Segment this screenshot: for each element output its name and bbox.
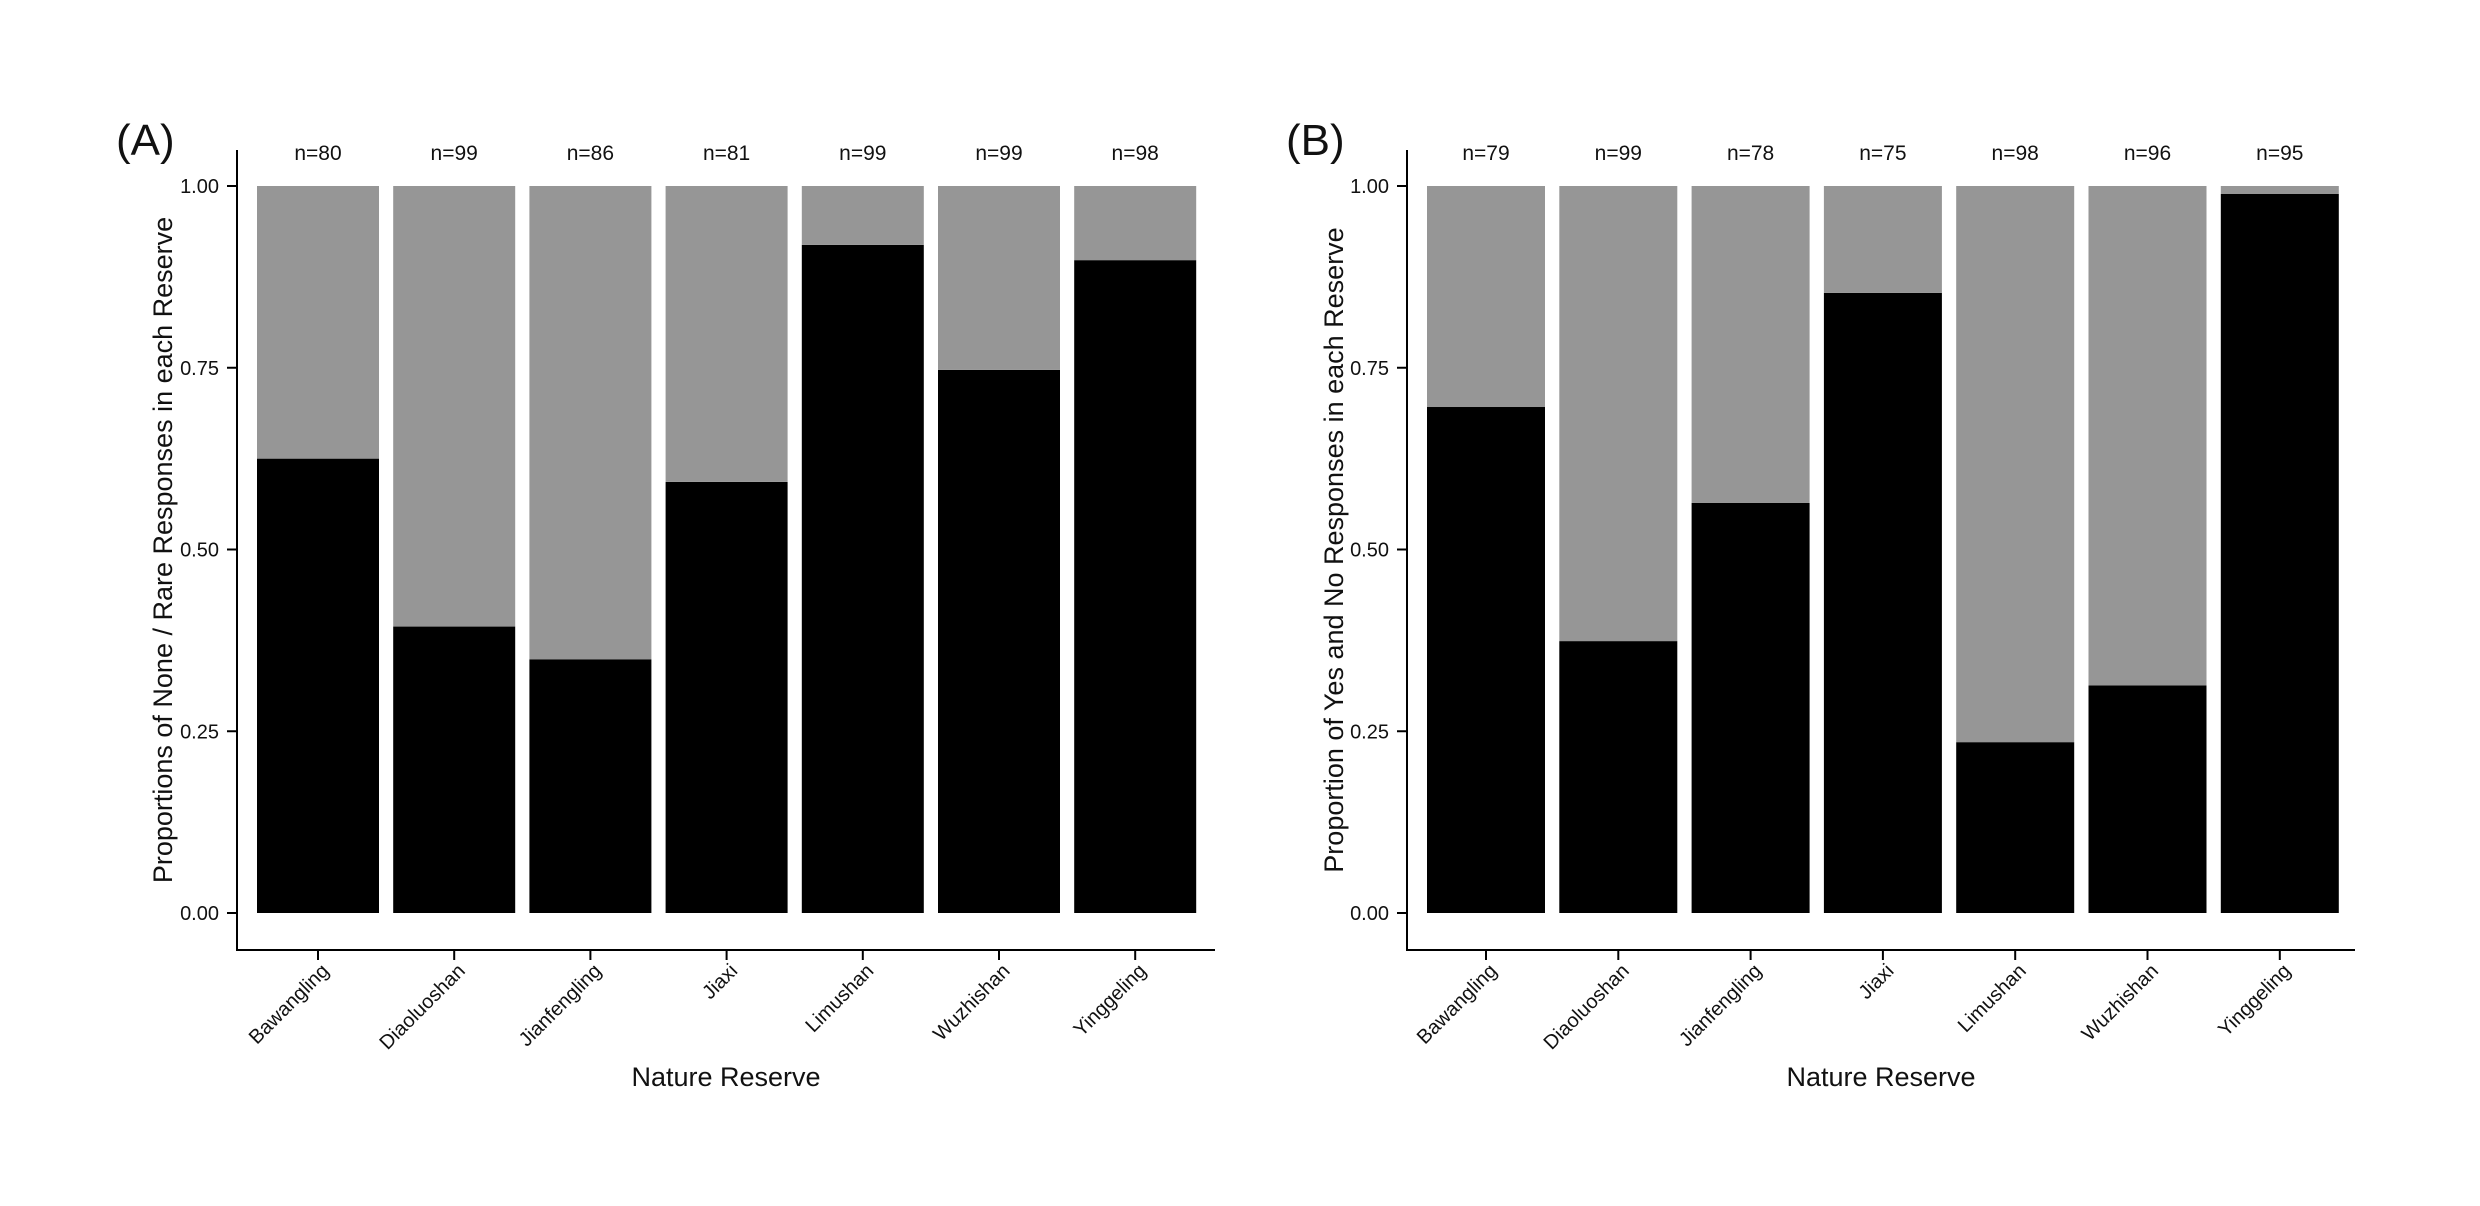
panel-b-bars bbox=[1427, 186, 2339, 913]
panel-b-y-tick-label: 0.75 bbox=[1350, 358, 1389, 380]
panel-a-x-tick-label: Diaoluoshan bbox=[376, 960, 470, 1054]
panel-b-y-axis-title: Proportion of Yes and No Responses in ea… bbox=[1319, 227, 1349, 872]
panel-b-bar-lower-segment bbox=[1823, 292, 1942, 913]
panel-a-sample-size-label: n=99 bbox=[839, 142, 886, 165]
panel-b-bar-lower-segment bbox=[1691, 502, 1810, 913]
panel-a-letter: (A) bbox=[116, 116, 175, 165]
panel-a-bar-upper-segment bbox=[529, 186, 652, 660]
panel-a-bars bbox=[257, 186, 1197, 914]
panel-a-x-axis-ticks: Bawangling Diaoluoshan Jianfengling Jiaxi Li… bbox=[245, 950, 1151, 1054]
panel-a-sample-size-label: n=80 bbox=[294, 142, 341, 165]
panel-b-sample-sizes: n=79 n=99 n=78 n=75 n=98 n=96 n=95 bbox=[1462, 142, 2303, 165]
panel-a: (A) n=80 n=99 n=86 n=81 n=99 n=99 n=98 0.00 0.2… bbox=[116, 116, 1215, 1092]
panel-a-bar-lower-segment bbox=[938, 369, 1060, 913]
panel-a-bar-upper-segment bbox=[257, 186, 379, 459]
panel-b-x-axis-title: Nature Reserve bbox=[1786, 1062, 1975, 1092]
panel-a-bar-lower-segment bbox=[665, 481, 788, 913]
panel-a-bar-lower-segment bbox=[1074, 260, 1197, 913]
panel-b-bar-upper-segment bbox=[1691, 186, 1810, 503]
panel-a-sample-size-label: n=86 bbox=[567, 142, 614, 165]
panel-a-x-tick-label: Wuzhishan bbox=[929, 960, 1014, 1045]
panel-a-y-tick-label: 0.50 bbox=[180, 540, 219, 562]
panel-b-x-tick-label: Limushan bbox=[1954, 960, 2031, 1037]
panel-b-x-tick-label: Wuzhishan bbox=[2078, 960, 2163, 1045]
panel-b-x-tick-label: Jiaxi bbox=[1855, 960, 1899, 1004]
panel-a-sample-sizes: n=80 n=99 n=86 n=81 n=99 n=99 n=98 bbox=[294, 142, 1159, 165]
panel-a-bar-upper-segment bbox=[938, 186, 1060, 370]
panel-b-axes bbox=[1406, 150, 2355, 951]
panel-a-y-tick-label: 0.00 bbox=[180, 903, 219, 925]
panel-b-sample-size-label: n=75 bbox=[1859, 142, 1906, 165]
panel-b-bar-upper-segment bbox=[2220, 186, 2339, 194]
panel-b-bar-upper-segment bbox=[1427, 186, 1545, 408]
panel-b-sample-size-label: n=99 bbox=[1595, 142, 1642, 165]
panel-b-x-tick-label: Yinggeling bbox=[2214, 960, 2295, 1041]
panel-a-sample-size-label: n=98 bbox=[1112, 142, 1159, 165]
panel-a-y-axis-ticks: 0.00 0.25 0.50 0.75 1.00 bbox=[180, 176, 237, 925]
panel-a-bar-lower-segment bbox=[529, 659, 652, 913]
panel-a-axes bbox=[236, 150, 1215, 951]
panel-b-letter: (B) bbox=[1286, 116, 1345, 165]
panel-b-bar-upper-segment bbox=[1823, 186, 1942, 293]
panel-b-y-tick-label: 1.00 bbox=[1350, 176, 1389, 198]
panel-b-sample-size-label: n=79 bbox=[1462, 142, 1509, 165]
panel-b-bar-lower-segment bbox=[1956, 742, 2075, 913]
panel-a-bar-lower-segment bbox=[257, 458, 379, 913]
panel-b: (B) n=79 n=99 n=78 n=75 n=98 n=96 n=95 0.00 0.2… bbox=[1286, 116, 2355, 1092]
panel-a-y-tick-label: 0.25 bbox=[180, 721, 219, 743]
panel-b-sample-size-label: n=96 bbox=[2124, 142, 2171, 165]
panel-b-x-tick-label: Bawangling bbox=[1413, 960, 1502, 1049]
panel-b-bar-lower-segment bbox=[1559, 641, 1678, 913]
panel-a-x-tick-label: Jiaxi bbox=[698, 960, 742, 1004]
panel-b-sample-size-label: n=98 bbox=[1992, 142, 2039, 165]
panel-a-bar-lower-segment bbox=[801, 244, 924, 914]
panel-a-x-axis-title: Nature Reserve bbox=[631, 1062, 820, 1092]
panel-a-x-tick-label: Limushan bbox=[801, 960, 878, 1037]
panel-b-bar-upper-segment bbox=[2088, 186, 2207, 686]
panel-b-bar-upper-segment bbox=[1559, 186, 1678, 642]
panel-a-bar-lower-segment bbox=[393, 626, 516, 913]
panel-b-x-tick-label: Diaoluoshan bbox=[1540, 960, 1634, 1054]
panel-b-bar-lower-segment bbox=[1427, 407, 1545, 913]
panel-a-sample-size-label: n=81 bbox=[703, 142, 750, 165]
panel-b-bar-lower-segment bbox=[2088, 685, 2207, 913]
panel-a-bar-upper-segment bbox=[393, 186, 516, 627]
panel-b-sample-size-label: n=78 bbox=[1727, 142, 1774, 165]
panel-a-x-tick-label: Yinggeling bbox=[1070, 960, 1151, 1041]
panel-b-y-tick-label: 0.25 bbox=[1350, 721, 1389, 743]
panel-b-y-tick-label: 0.00 bbox=[1350, 903, 1389, 925]
panel-a-y-tick-label: 1.00 bbox=[180, 176, 219, 198]
panel-a-y-axis-title: Proportions of None / Rare Responses in … bbox=[148, 217, 178, 883]
panel-a-x-tick-label: Bawangling bbox=[245, 960, 334, 1049]
panel-b-y-axis-ticks: 0.00 0.25 0.50 0.75 1.00 bbox=[1350, 176, 1407, 925]
panel-b-x-tick-label: Jianfengling bbox=[1675, 960, 1766, 1051]
panel-a-x-tick-label: Jianfengling bbox=[515, 960, 606, 1051]
panel-a-y-tick-label: 0.75 bbox=[180, 358, 219, 380]
panel-a-sample-size-label: n=99 bbox=[975, 142, 1022, 165]
panel-a-bar-upper-segment bbox=[1074, 186, 1197, 261]
panel-b-sample-size-label: n=95 bbox=[2256, 142, 2303, 165]
panel-b-bar-lower-segment bbox=[2220, 193, 2339, 913]
panel-b-bar-upper-segment bbox=[1956, 186, 2075, 743]
panel-a-bar-upper-segment bbox=[665, 186, 788, 482]
panel-b-y-tick-label: 0.50 bbox=[1350, 540, 1389, 562]
panel-b-x-axis-ticks: Bawangling Diaoluoshan Jianfengling Jiaxi Li… bbox=[1413, 950, 2295, 1054]
panel-a-bar-upper-segment bbox=[801, 186, 924, 245]
panel-a-sample-size-label: n=99 bbox=[431, 142, 478, 165]
